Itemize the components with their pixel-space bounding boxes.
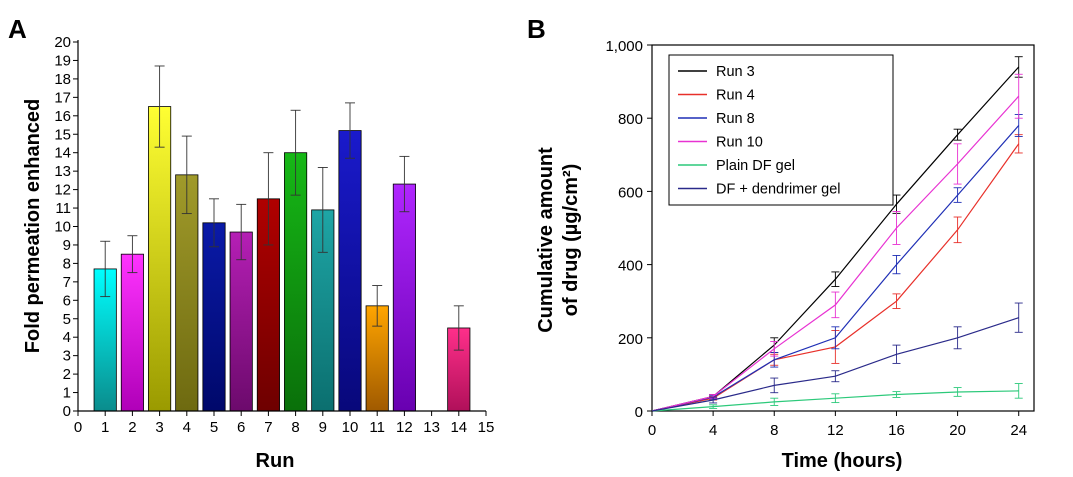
chart-b-y-tick-label: 400	[618, 258, 643, 275]
chart-a-x-tick-label: 6	[237, 419, 245, 436]
chart-b-x-tick-label: 0	[648, 422, 656, 439]
chart-a-y-tick-label: 17	[54, 89, 71, 106]
chart-a-x-tick-label: 12	[396, 419, 413, 436]
chart-a-y-tick-label: 12	[54, 182, 71, 199]
chart-b-x-tick-label: 8	[770, 422, 778, 439]
chart-a-x-tick-label: 2	[128, 419, 136, 436]
chart-a-y-tick-label: 11	[55, 200, 71, 217]
chart-a-y-tick-label: 7	[63, 274, 71, 291]
bar-run-12	[392, 183, 416, 412]
chart-b-y-tick-label: 0	[635, 404, 643, 421]
bar-run-3	[148, 106, 172, 412]
chart-b-x-tick-label: 12	[827, 422, 844, 439]
legend-label-5: DF + dendrimer gel	[716, 182, 841, 198]
legend-label-3: Run 10	[716, 135, 763, 151]
chart-b-y-axis-label-line2: of drug (µg/cm²)	[560, 164, 582, 317]
panel-a-label: A	[8, 14, 27, 44]
legend-label-2: Run 8	[716, 111, 755, 127]
chart-a-y-tick-label: 1	[63, 385, 71, 402]
chart-b-y-axis-label-line1: Cumulative amount	[535, 147, 557, 333]
bar-run-2	[120, 253, 144, 412]
chart-a-x-tick-label: 10	[342, 419, 359, 436]
chart-b-x-tick-label: 20	[949, 422, 966, 439]
chart-a-y-tick-label: 8	[63, 255, 71, 272]
chart-b-x-tick-label: 4	[709, 422, 717, 439]
chart-a-y-tick-label: 6	[63, 292, 71, 309]
chart-b-y-tick-label: 1,000	[605, 38, 643, 55]
chart-a-y-tick-label: 14	[54, 145, 71, 162]
chart-a-x-tick-label: 14	[450, 419, 467, 436]
chart-a-y-tick-label: 4	[63, 329, 71, 346]
chart-a-x-tick-label: 5	[210, 419, 218, 436]
bar-run-10	[338, 130, 362, 412]
legend-label-0: Run 3	[716, 64, 755, 80]
chart-a-y-tick-label: 19	[54, 52, 71, 69]
chart-a-x-tick-label: 0	[74, 419, 82, 436]
panel-b-label: B	[527, 14, 546, 44]
chart-a-x-axis-label: Run	[256, 450, 295, 472]
chart-a-x-tick-label: 1	[101, 419, 109, 436]
chart-b-x-tick-label: 24	[1010, 422, 1027, 439]
legend-box	[668, 54, 894, 206]
chart-a-y-tick-label: 10	[54, 219, 71, 236]
chart-a-y-tick-label: 2	[63, 366, 71, 383]
chart-b-y-tick-label: 600	[618, 184, 643, 201]
chart-a-y-tick-label: 9	[63, 237, 71, 254]
chart-b-x-tick-label: 16	[888, 422, 905, 439]
chart-a-y-tick-label: 0	[63, 403, 71, 420]
chart-a-y-tick-label: 20	[54, 34, 71, 51]
chart-a-x-tick-label: 11	[369, 419, 385, 436]
chart-a-y-tick-label: 16	[54, 108, 71, 125]
chart-b-frame	[651, 44, 1035, 412]
chart-a-y-tick-label: 18	[54, 71, 71, 88]
chart-a-x-tick-label: 15	[478, 419, 495, 436]
legend-label-1: Run 4	[716, 88, 755, 104]
chart-a-y-axis-label: Fold permeation enhanced	[22, 99, 44, 353]
chart-a-x-tick-label: 7	[264, 419, 272, 436]
chart-b-x-axis-label: Time (hours)	[782, 450, 903, 472]
chart-a-x-tick-label: 9	[319, 419, 327, 436]
chart-a-y-tick-label: 13	[54, 163, 71, 180]
chart-a-x-tick-label: 13	[423, 419, 440, 436]
chart-a-x-tick-label: 3	[155, 419, 163, 436]
chart-b-y-tick-label: 800	[618, 111, 643, 128]
chart-a-y-tick-label: 5	[63, 311, 71, 328]
chart-a-x-tick-label: 4	[183, 419, 191, 436]
chart-a-y-tick-label: 15	[54, 126, 71, 143]
chart-a-x-tick-label: 8	[291, 419, 299, 436]
chart-b-y-tick-label: 200	[618, 331, 643, 348]
bar-run-5	[202, 222, 226, 412]
legend-label-4: Plain DF gel	[716, 158, 795, 174]
chart-b-legend: Run 3 Run 4 Run 8 Run 10 Plain DF gel DF + de…	[668, 54, 894, 206]
chart-a-y-tick-label: 3	[63, 348, 71, 365]
chart-b: 0 200 400 600 800 1,000 0 4 8 12 16 20 24	[605, 38, 1035, 439]
